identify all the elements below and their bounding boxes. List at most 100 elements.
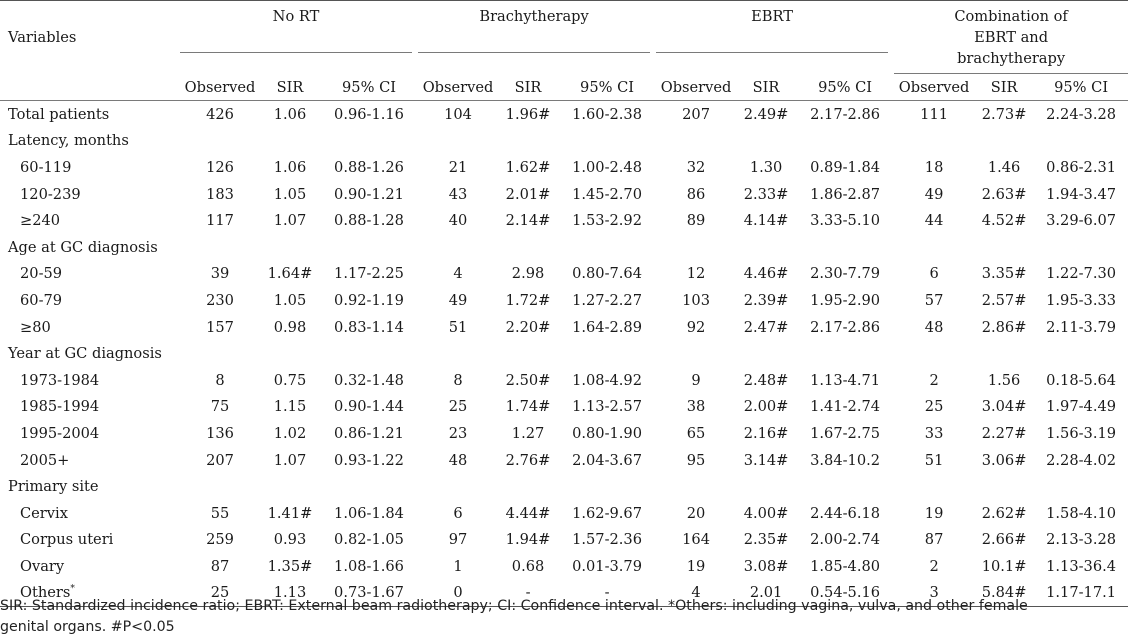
row-label: 2005+ [0,447,180,474]
group-header-label: EBRT [656,6,889,53]
table-cell: 1.56 [987,371,1021,389]
table-cell: 1.85-4.80 [810,557,881,575]
row-label-text: Year at GC diagnosis [8,345,162,363]
table-cell: 2 [929,557,939,575]
table-cell: 2.57# [981,291,1027,309]
table-cell [894,128,974,155]
subheader-sir: SIR [260,74,320,101]
table-cell: 20 [686,504,706,522]
table-cell: 0.93-1.22 [334,451,404,469]
table-cell: 1.60-2.38 [572,105,642,123]
table-cell [180,234,260,261]
table-cell [558,340,656,367]
row-label-text: Primary site [8,478,99,496]
group-header-row: Variables No RT Brachytherapy EBRT Combi… [0,0,1128,74]
table-cell [320,340,418,367]
table-cell: 1.72# [505,291,551,309]
table-cell: - [558,579,657,608]
row-label-text: 120-239 [20,185,81,203]
row-label: Latency, months [0,128,180,155]
table-cell: 1.13-36.4 [1046,557,1117,575]
table-cell: 2.39# [743,291,789,309]
table-cell [894,340,974,367]
table-row: 1995-2004 136 1.02 0.86-1.21 23 1.27 0.80-1.90… [0,420,1128,447]
group-header-combination: Combination of EBRT and brachytherapy [894,0,1128,74]
row-label: 1985-1994 [0,394,180,421]
table-cell [974,234,1034,261]
table-cell: 2.49# [743,105,789,123]
table-cell: 1.27-2.27 [572,291,642,309]
table-row: 60-79 230 1.05 0.92-1.19 49 1.72# 1.27-2.27 103… [0,287,1128,314]
table-cell: 43 [448,185,468,203]
table-cell [498,234,558,261]
row-label-text: Ovary [20,557,65,575]
table-cell [1034,234,1128,261]
section-row: Age at GC diagnosis [0,234,1128,261]
table-cell [974,473,1034,500]
table-cell: 0.90-1.44 [334,398,404,416]
table-cell [656,340,736,367]
table-cell: 1.67-2.75 [810,424,881,442]
table-cell: 1.06-1.84 [334,504,404,522]
table-cell [736,128,796,155]
table-cell: 1.22-7.30 [1046,265,1117,283]
table-cell [180,340,260,367]
row-label: 1995-2004 [0,420,180,447]
table-cell: 92 [686,318,706,336]
table-cell [558,234,656,261]
table-cell: 1.08-1.66 [334,557,404,575]
group-header-ebrt: EBRT [656,0,895,74]
table-cell: 18 [924,158,944,176]
table-cell: 207 [682,105,710,123]
table-cell: 2.04-3.67 [572,451,642,469]
table-row: Others* 25 1.13 0.73-1.67 0- -4 2.01 0.54-5.16 3… [0,579,1128,608]
table-cell: 0.32-1.48 [334,371,404,389]
table-cell: 87 [924,531,944,549]
subheader-sir: SIR [974,74,1035,101]
table-cell: 1.30 [749,158,783,176]
table-cell: 2.13-3.28 [1046,531,1117,549]
table-cell [180,473,260,500]
table-row: ≥240 117 1.07 0.88-1.28 40 2.14# 1.53-2.92 89 4.… [0,207,1128,234]
table-cell: - [498,579,559,608]
table-cell: 1.41-2.74 [810,398,881,416]
subheader-observed: Observed [894,74,975,101]
table-cell: 1.94# [505,531,551,549]
table-cell: 2.27# [981,424,1027,442]
table-cell: 87 [210,557,230,575]
row-label: ≥240 [0,207,180,234]
results-table-container: Variables No RT Brachytherapy EBRT Combi… [0,0,1128,608]
table-cell [320,234,418,261]
table-cell: 111 [920,105,949,123]
table-cell: 104 [444,105,472,123]
table-row: Cervix 55 1.41# 1.06-1.84 6 4.44# 1.62-9.67 20 4… [0,500,1128,527]
table-cell: 3.06# [981,451,1027,469]
row-label: Others* [0,579,180,608]
table-cell: 126 [206,158,234,176]
table-cell: 0.88-1.26 [334,158,404,176]
table-cell: 0.98 [273,318,307,336]
table-cell: 4.44# [505,504,551,522]
row-label: 60-119 [0,154,180,181]
table-cell: 1.57-2.36 [572,531,642,549]
table-cell: 230 [206,291,234,309]
table-cell: 3.35# [981,265,1027,283]
row-label: Corpus uteri [0,527,180,554]
table-cell: 183 [206,185,234,203]
table-cell: 164 [682,531,710,549]
table-cell: 23 [448,424,468,442]
table-cell: 57 [924,291,944,309]
table-row: 60-119 126 1.06 0.88-1.26 21 1.62# 1.00-2.48 32… [0,154,1128,181]
table-cell: 0 [418,579,499,608]
row-label-text: Corpus uteri [20,531,114,549]
table-cell: 0.92-1.19 [334,291,404,309]
row-label: 20-59 [0,261,180,288]
row-label-text: Latency, months [8,132,129,150]
table-cell: 2.11-3.79 [1046,318,1117,336]
table-cell: 0.82-1.05 [334,531,404,549]
table-cell: 2.50# [505,371,551,389]
table-cell [736,340,796,367]
table-cell: 0.01-3.79 [572,557,642,575]
table-row: 1973-1984 8 0.75 0.32-1.48 8 2.50# 1.08-4.92 9 2… [0,367,1128,394]
table-cell [974,340,1034,367]
